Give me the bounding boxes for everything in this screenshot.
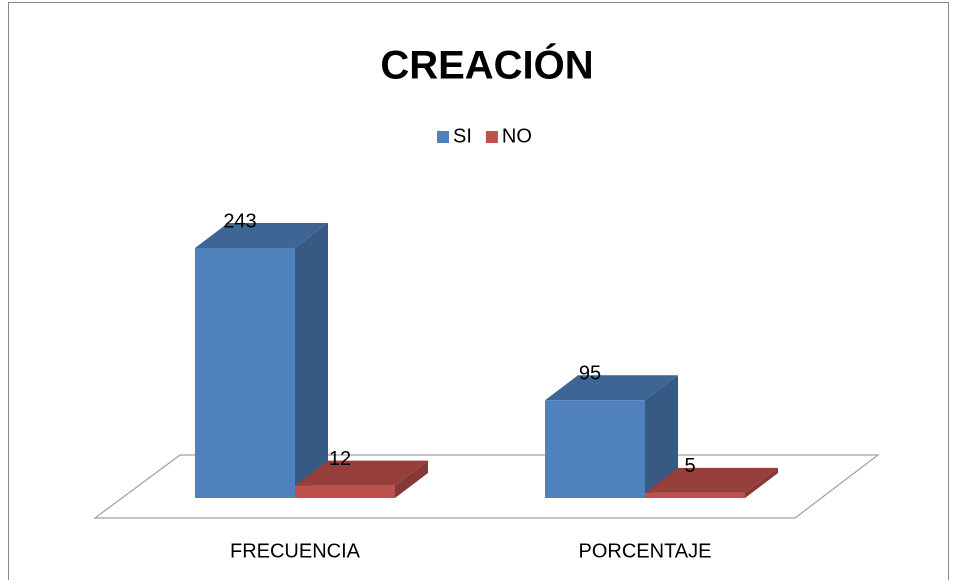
bar-top xyxy=(645,467,778,493)
bar xyxy=(545,400,645,498)
x-tick-label: PORCENTAJE xyxy=(579,540,712,562)
legend-label: SI xyxy=(453,125,472,147)
legend-swatch xyxy=(485,131,498,143)
bar-top xyxy=(545,375,678,401)
bar-top xyxy=(195,223,328,248)
bar xyxy=(645,492,745,498)
legend-label: NO xyxy=(502,125,532,147)
bar xyxy=(195,248,295,498)
data-label: 5 xyxy=(684,455,695,477)
chart-title: CREACIÓN xyxy=(380,42,593,88)
data-label: 12 xyxy=(329,448,351,470)
bar-side xyxy=(395,460,428,498)
bar-side xyxy=(745,467,778,498)
x-tick-label: FRECUENCIA xyxy=(230,540,361,562)
bar-side xyxy=(645,375,678,498)
data-label: 243 xyxy=(223,210,256,232)
bar xyxy=(295,485,395,498)
legend-swatch xyxy=(437,131,449,143)
bar-side xyxy=(295,223,328,498)
data-label: 95 xyxy=(579,363,601,385)
bar-top xyxy=(295,460,428,486)
